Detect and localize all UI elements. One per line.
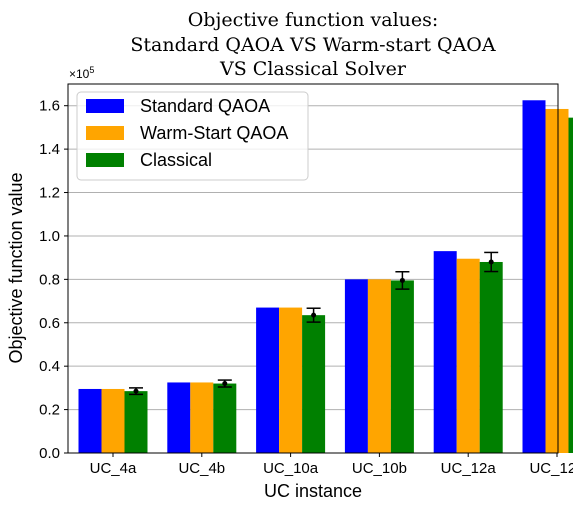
error-point — [399, 277, 405, 283]
gridlines — [68, 105, 558, 454]
legend-label: Classical — [140, 150, 212, 170]
bar — [101, 388, 125, 453]
bar — [522, 100, 546, 453]
legend-frame — [76, 91, 309, 181]
error-point — [133, 388, 139, 394]
y-tick-label: 0.8 — [39, 271, 60, 288]
y-tick-label: 0.0 — [39, 445, 60, 462]
bar — [367, 279, 391, 453]
bar — [124, 391, 148, 453]
bar — [545, 108, 569, 453]
bar — [433, 251, 457, 453]
x-tick-label: UC_4a — [90, 460, 137, 477]
chart-title: Objective function values: Standard QAOA… — [130, 9, 495, 80]
y-axis: 0.0 0.2 0.4 0.6 0.8 1.0 1.2 1.4 1.6 — [39, 98, 68, 462]
y-axis-multiplier: ×105 — [69, 65, 94, 81]
bar — [456, 258, 480, 453]
bar — [344, 279, 368, 453]
error-bars — [129, 251, 499, 396]
error-point — [488, 259, 494, 265]
x-tick-label: UC_12a — [441, 460, 497, 477]
y-tick-label: 1.2 — [39, 185, 60, 202]
x-axis-label: UC instance — [264, 481, 362, 501]
x-axis: UC_4a UC_4b UC_10a UC_10b UC_12a UC_12b — [90, 453, 573, 477]
plot-frame — [67, 83, 559, 454]
bar — [568, 117, 573, 454]
x-tick-label: UC_4b — [178, 460, 225, 477]
legend-swatch — [86, 153, 124, 167]
y-axis-label: Objective function value — [6, 172, 26, 363]
bar — [167, 382, 191, 453]
chart-title-line-3: VS Classical Solver — [219, 58, 407, 80]
legend-swatch — [86, 99, 124, 113]
bars — [78, 100, 573, 454]
legend-label: Warm-Start QAOA — [140, 123, 288, 143]
y-tick-label: 0.2 — [39, 402, 60, 419]
chart-title-line-2: Standard QAOA VS Warm-start QAOA — [130, 34, 495, 56]
y-tick-label: 1.6 — [39, 98, 60, 115]
legend: Standard QAOA Warm-Start QAOA Classical — [76, 91, 309, 181]
error-point — [311, 312, 317, 318]
y-tick-label: 0.6 — [39, 315, 60, 332]
bar — [190, 382, 214, 453]
legend-label: Standard QAOA — [140, 96, 270, 116]
y-tick-label: 1.0 — [39, 228, 60, 245]
x-tick-label: UC_10b — [352, 460, 407, 477]
chart-title-line-1: Objective function values: — [188, 9, 439, 31]
error-point — [222, 381, 228, 387]
bar — [479, 261, 503, 453]
x-tick-label: UC_10a — [263, 460, 319, 477]
x-tick-label: UC_12b — [529, 460, 573, 477]
legend-swatch — [86, 126, 124, 140]
y-tick-label: 1.4 — [39, 141, 60, 158]
y-tick-label: 0.4 — [39, 358, 60, 375]
bar — [390, 280, 414, 453]
bar — [279, 307, 303, 453]
bar — [256, 307, 280, 453]
bar — [213, 383, 237, 453]
bar — [302, 315, 326, 453]
bar — [78, 388, 102, 453]
